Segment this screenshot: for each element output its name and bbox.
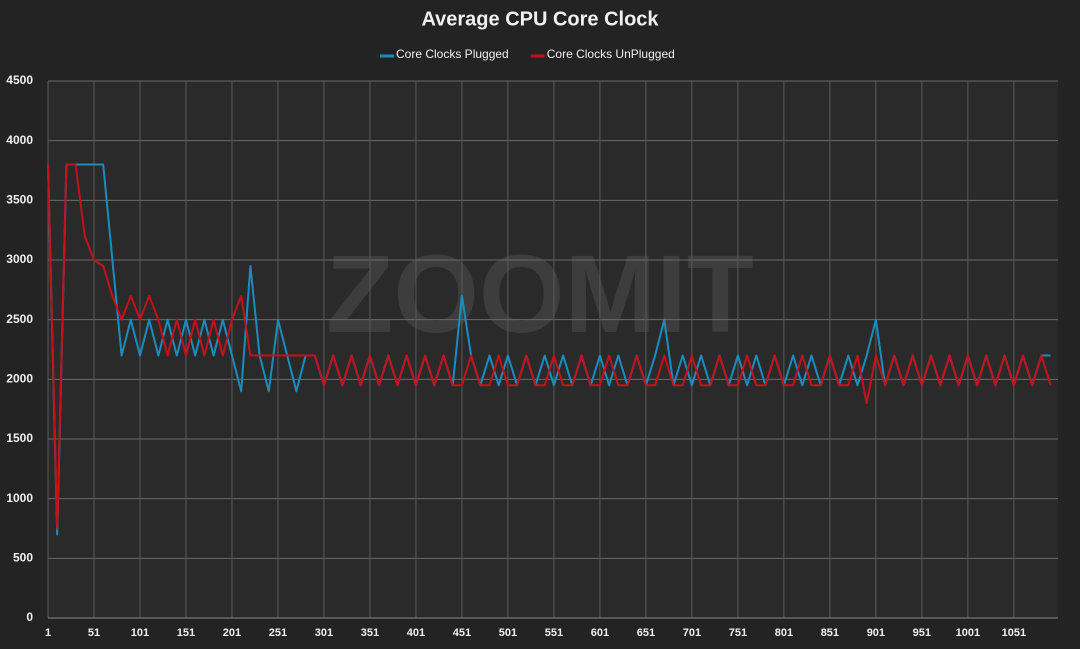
x-tick-label: 301 (315, 627, 333, 639)
x-tick-label: 51 (88, 627, 100, 639)
y-tick-label: 4000 (6, 133, 33, 147)
x-tick-label: 151 (177, 627, 195, 639)
y-tick-label: 3000 (6, 252, 33, 266)
x-tick-label: 401 (407, 627, 425, 639)
y-tick-label: 500 (13, 551, 33, 565)
x-tick-label: 651 (637, 627, 655, 639)
y-tick-label: 4500 (6, 73, 33, 87)
x-tick-label: 951 (913, 627, 931, 639)
y-tick-label: 2000 (6, 372, 33, 386)
x-tick-label: 601 (591, 627, 609, 639)
x-tick-label: 451 (453, 627, 471, 639)
series-line (47, 163, 1052, 530)
y-tick-label: 3500 (6, 193, 33, 207)
watermark: ZOOMIT (326, 233, 754, 356)
x-tick-label: 801 (775, 627, 793, 639)
x-tick-label: 251 (269, 627, 287, 639)
x-tick-label: 851 (821, 627, 839, 639)
x-tick-label: 751 (729, 627, 747, 639)
x-tick-label: 701 (683, 627, 701, 639)
chart-title: Average CPU Core Clock (421, 8, 659, 30)
y-tick-label: 1500 (6, 431, 33, 445)
y-tick-label: 1000 (6, 491, 33, 505)
y-tick-label: 0 (26, 610, 33, 624)
x-tick-label: 1 (45, 627, 51, 639)
y-tick-label: 2500 (6, 312, 33, 326)
x-tick-label: 101 (131, 627, 149, 639)
x-tick-label: 1001 (956, 627, 980, 639)
x-tick-label: 201 (223, 627, 241, 639)
plot-area (48, 81, 1058, 618)
x-tick-label: 501 (499, 627, 517, 639)
legend-label: Core Clocks UnPlugged (547, 47, 675, 61)
x-tick-label: 1051 (1002, 627, 1026, 639)
x-tick-label: 351 (361, 627, 379, 639)
x-tick-label: 551 (545, 627, 563, 639)
legend-label: Core Clocks Plugged (396, 47, 509, 61)
x-tick-label: 901 (867, 627, 885, 639)
